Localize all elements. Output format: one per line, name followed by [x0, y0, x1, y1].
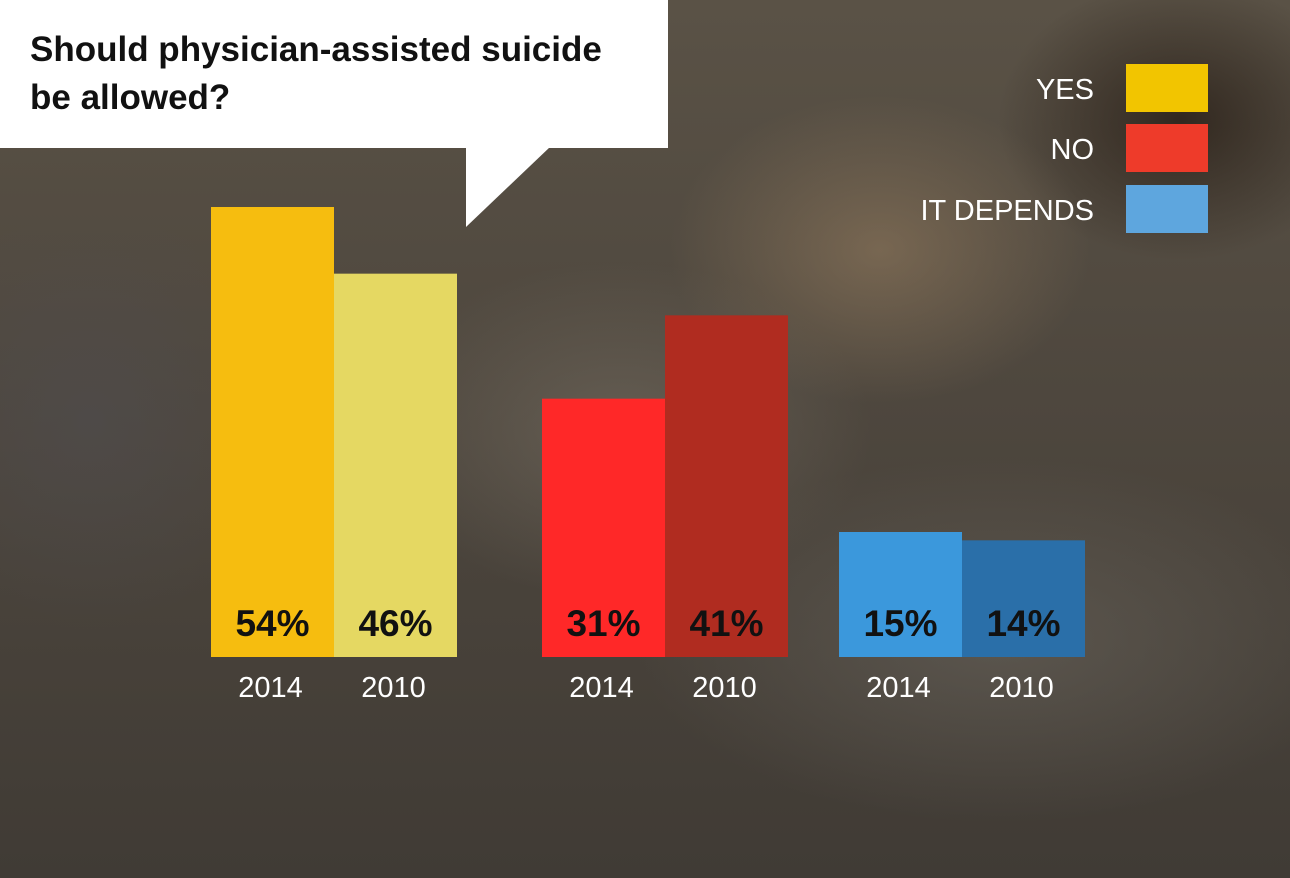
value-label-no-2014: 31%	[566, 603, 640, 644]
value-label-it-depends-2014: 15%	[863, 603, 937, 644]
legend-label-it-depends: IT DEPENDS	[920, 195, 1094, 227]
year-label-yes-2010: 2010	[361, 672, 426, 704]
title-speech-bubble: Should physician-assisted suicide be all…	[0, 0, 668, 148]
bar-it-depends-2014	[839, 532, 962, 657]
year-label-it-depends-2014: 2014	[866, 672, 931, 704]
legend-swatch-yes	[1126, 64, 1208, 112]
chart-title: Should physician-assisted suicide be all…	[30, 30, 602, 117]
bar-yes-2010	[334, 273, 457, 657]
bar-yes-2014	[211, 207, 334, 657]
speech-bubble-tail	[466, 147, 550, 227]
year-label-no-2010: 2010	[692, 672, 757, 704]
legend-swatch-no	[1126, 124, 1208, 172]
legend-swatch-it-depends	[1126, 185, 1208, 233]
bar-it-depends-2010	[962, 540, 1085, 657]
year-label-yes-2014: 2014	[238, 672, 303, 704]
value-label-yes-2010: 46%	[358, 603, 432, 644]
year-label-it-depends-2010: 2010	[989, 672, 1054, 704]
legend-label-yes: YES	[1036, 74, 1094, 106]
value-label-it-depends-2010: 14%	[986, 603, 1060, 644]
value-label-yes-2014: 54%	[235, 603, 309, 644]
bar-no-2010	[665, 315, 788, 657]
year-label-no-2014: 2014	[569, 672, 634, 704]
value-label-no-2010: 41%	[689, 603, 763, 644]
legend-label-no: NO	[1051, 134, 1095, 166]
bar-no-2014	[542, 398, 665, 657]
